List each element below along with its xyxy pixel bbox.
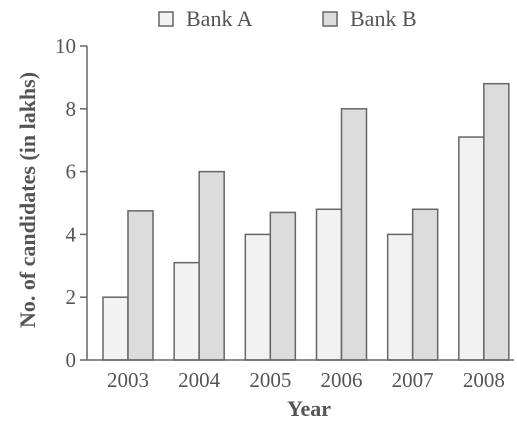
legend-label: Bank B — [350, 6, 417, 31]
x-tick-label: 2007 — [392, 368, 434, 392]
legend: Bank A Bank B — [158, 6, 417, 31]
bar-bank-a-2004 — [173, 261, 200, 361]
legend-swatch — [158, 11, 174, 27]
y-tick-label: 8 — [66, 97, 77, 121]
y-tick-label: 10 — [55, 34, 76, 58]
x-axis-title: Year — [287, 396, 331, 421]
x-axis: 2003 2004 2005 2006 2007 2008 — [107, 368, 505, 392]
bar-bank-b-2005 — [269, 211, 297, 361]
bar-bank-a-2005 — [244, 233, 272, 361]
x-tick-label: 2003 — [107, 368, 149, 392]
bar-bank-a-2008 — [458, 136, 485, 361]
bar-bank-b-2004 — [198, 170, 225, 361]
y-axis: 0 2 4 6 8 10 — [55, 34, 87, 372]
bar-bank-b-2008 — [483, 82, 510, 361]
x-tick-label: 2008 — [463, 368, 505, 392]
legend-swatch — [322, 11, 338, 27]
bar-bank-b-2003 — [127, 210, 154, 361]
bar-bank-a-2007 — [386, 233, 414, 361]
bar-bank-b-2007 — [411, 208, 439, 361]
y-tick-label: 0 — [66, 348, 77, 372]
y-tick-label: 6 — [66, 160, 77, 184]
y-axis-title: No. of candidates (in lakhs) — [15, 72, 40, 328]
x-tick-label: 2005 — [249, 368, 291, 392]
bar-bank-a-2006 — [315, 208, 343, 361]
bar-bank-b-2006 — [340, 108, 368, 361]
legend-label: Bank A — [186, 6, 253, 31]
bar-bank-a-2003 — [102, 296, 129, 361]
y-tick-label: 2 — [66, 285, 77, 309]
x-tick-label: 2006 — [321, 368, 363, 392]
bars — [102, 82, 510, 361]
x-tick-label: 2004 — [178, 368, 221, 392]
y-tick-label: 4 — [66, 222, 77, 246]
